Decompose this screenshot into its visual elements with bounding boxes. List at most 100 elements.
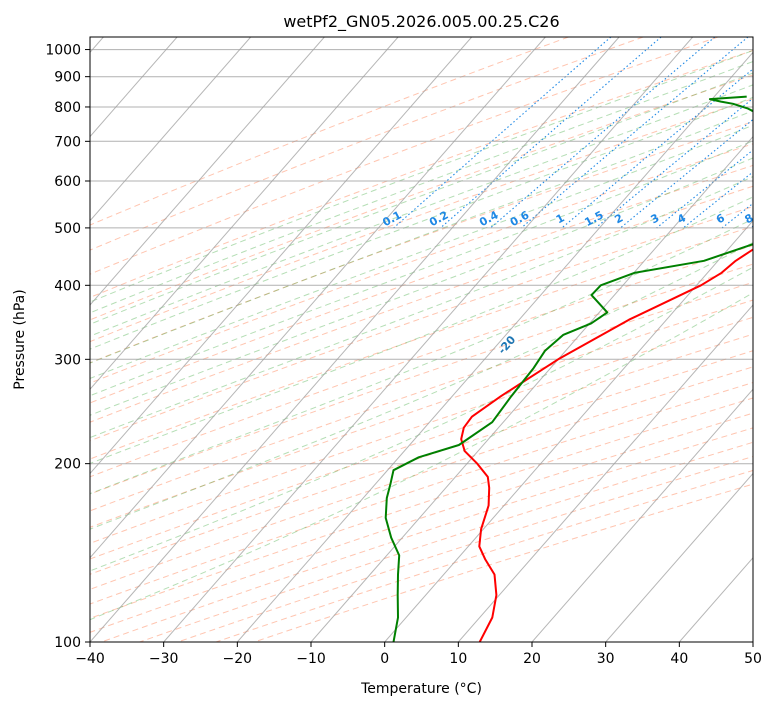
isotherm-line [310, 135, 753, 642]
dry-adiabat [90, 225, 753, 460]
moist-adiabat [90, 196, 753, 465]
x-tick-label: −40 [75, 651, 105, 667]
isotherm-line [90, 37, 546, 559]
x-tick-label: 30 [597, 651, 615, 667]
mixing-ratio-line [656, 149, 753, 229]
y-tick-label: 900 [54, 70, 81, 86]
mixing-ratio-label: 1.5 [582, 208, 605, 229]
dry-adiabat [90, 382, 753, 605]
dry-adiabat [215, 469, 753, 642]
mixing-ratio-label: 1 [554, 211, 567, 226]
mixing-ratio-label: 8 [743, 211, 756, 226]
y-tick-label: 700 [54, 134, 81, 150]
moist-adiabat [90, 49, 753, 303]
mixing-ratio-line [595, 97, 753, 229]
dry-adiabat [90, 350, 753, 575]
mixing-ratio-line [750, 225, 753, 229]
moist-adiabat [90, 72, 753, 325]
y-tick-label: 400 [54, 278, 81, 294]
moist-adiabat [90, 140, 753, 397]
dry-adiabat [90, 37, 569, 226]
background-lines [90, 37, 753, 642]
dry-adiabat [90, 412, 753, 633]
isotherm-line [752, 641, 753, 642]
y-axis-title: Pressure (hPa) [12, 289, 28, 389]
plot-frame [89, 36, 754, 643]
chart-title: wetPf2_GN05.2026.005.00.25.C26 [283, 12, 559, 32]
mixing-ratio-line [490, 37, 716, 229]
dry-adiabat [90, 185, 753, 423]
x-tick-label: 50 [744, 651, 762, 667]
dry-adiabat [90, 281, 753, 512]
isotherm-line [90, 37, 620, 642]
mixing-ratio-label: 0.1 [380, 208, 403, 229]
isotherm-line [90, 37, 252, 222]
background-labels: 0.10.20.40.611.52346810131620253036-20 [380, 208, 775, 356]
grid [90, 37, 753, 642]
isotherm-line [678, 556, 753, 642]
isotherm-line [163, 37, 694, 642]
x-tick-label: −30 [149, 651, 179, 667]
dry-adiabat [90, 299, 753, 528]
x-tick-label: 20 [523, 651, 541, 667]
dry-adiabat [90, 37, 644, 251]
moist-adiabat [90, 124, 753, 380]
mixing-ratio-line [520, 37, 749, 229]
moist-adiabat [90, 157, 753, 416]
dry-adiabat [90, 206, 753, 442]
isotherm-line [605, 472, 753, 642]
dry-adiabat [90, 244, 753, 478]
series [384, 95, 753, 642]
dry-adiabat [254, 483, 753, 642]
isotherm-line [90, 37, 473, 475]
dry-adiabat [90, 263, 753, 495]
x-tick-label: −20 [223, 651, 253, 667]
mixing-ratio-label: 3 [649, 211, 662, 226]
moist-adiabat [90, 292, 753, 621]
y-tick-label: 800 [54, 100, 81, 116]
isotherm-line [90, 37, 399, 391]
moist-adiabat [90, 96, 753, 350]
isotherm-line [90, 37, 325, 306]
x-tick-label: 0 [380, 651, 389, 667]
moist-adiabat [90, 266, 753, 572]
mixing-ratio-label: 10 [762, 209, 775, 228]
temperature-line [460, 248, 753, 642]
dry-adiabat [90, 164, 753, 404]
axis-ticks: −40 −30 −20 −10 0 10 20 30 40 5010020030040050060… [45, 43, 762, 667]
dry-adiabat [90, 74, 753, 321]
dry-adiabat [90, 49, 753, 298]
y-tick-label: 100 [54, 635, 81, 651]
mixing-ratio-line [393, 37, 612, 229]
dry-adiabat [90, 316, 753, 544]
moist-adiabat [90, 60, 753, 314]
dry-adiabat [90, 121, 753, 364]
dewpoint-line [384, 95, 753, 642]
x-axis-title: Temperature (°C) [360, 681, 482, 697]
y-tick-label: 300 [54, 352, 81, 368]
mixing-ratio-label: 2 [612, 211, 625, 226]
dry-adiabat [90, 366, 753, 590]
y-tick-label: 1000 [45, 43, 81, 59]
x-tick-label: 10 [449, 651, 467, 667]
mixing-ratio-label: 0.4 [477, 208, 501, 229]
isotherm-line [531, 388, 753, 642]
x-tick-label: 40 [670, 651, 688, 667]
isotherm-line [457, 304, 753, 642]
dry-adiabat [90, 333, 753, 560]
dry-adiabat [90, 98, 753, 343]
moist-adiabat [90, 218, 753, 495]
y-tick-label: 200 [54, 457, 81, 473]
dry-adiabat [90, 397, 753, 619]
x-tick-label: −10 [296, 651, 326, 667]
moist-adiabat [90, 84, 753, 337]
isotherm-line [236, 51, 753, 642]
y-tick-label: 500 [54, 221, 81, 237]
mixing-ratio-line [440, 37, 662, 229]
dry-adiabat [101, 427, 753, 642]
moist-adiabat [90, 110, 753, 364]
dry-adiabat [90, 37, 719, 275]
moist-adiabat [90, 176, 753, 439]
dry-adiabat [90, 143, 753, 384]
